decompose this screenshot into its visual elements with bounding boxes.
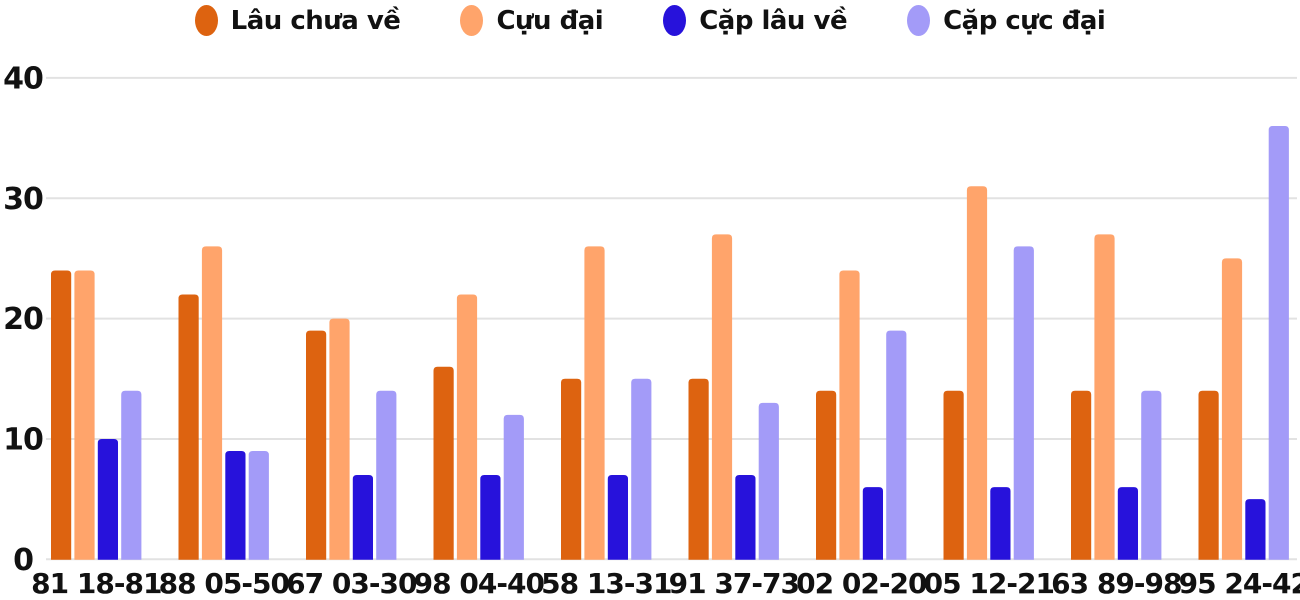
bar-95 24-42-Lâu chưa về: [1198, 390, 1219, 560]
legend-item-cap-cuc-dai[interactable]: Cặp cực đại: [907, 5, 1106, 36]
bar-98 04-40-Lâu chưa về: [433, 366, 454, 560]
bar-02 02-20-Cặp lâu về: [862, 487, 883, 560]
bar-91 37-73-Cặp lâu về: [735, 475, 756, 560]
bar-02 02-20-Lâu chưa về: [816, 390, 837, 560]
bar-98 04-40-Cặp cực đại: [503, 414, 524, 560]
bar-98 04-40-Cặp lâu về: [480, 475, 501, 560]
bar-95 24-42-Cặp cực đại: [1268, 126, 1289, 560]
chart-legend: Lâu chưa về Cựu đại Cặp lâu về Cặp cực đ…: [0, 5, 1300, 36]
bar-63 89-98-Cựu đại: [1094, 234, 1115, 560]
bar-58 13-31-Cặp lâu về: [607, 475, 628, 560]
legend-item-cuu-dai[interactable]: Cựu đại: [460, 5, 604, 36]
x-axis-label-02 02-20: 02 02-20: [796, 567, 927, 600]
bar-02 02-20-Cựu đại: [839, 270, 860, 560]
bar-81 18-81-Cặp cực đại: [121, 390, 142, 560]
x-axis-label-63 89-98: 63 89-98: [1051, 567, 1181, 600]
bar-67 03-30-Cặp lâu về: [352, 475, 373, 560]
bar-95 24-42-Cựu đại: [1221, 258, 1243, 560]
legend-marker-icon: [663, 5, 687, 36]
bar-91 37-73-Cựu đại: [711, 234, 733, 560]
legend-marker-icon: [907, 5, 931, 36]
bar-88 05-50-Lâu chưa về: [178, 294, 199, 560]
bar-58 13-31-Cựu đại: [584, 246, 605, 560]
legend-marker-icon: [460, 5, 484, 36]
bar-05 12-21-Cặp lâu về: [990, 487, 1011, 560]
bar-88 05-50-Cặp lâu về: [225, 450, 246, 560]
bar-91 37-73-Cặp cực đại: [758, 402, 779, 560]
legend-label: Cựu đại: [496, 5, 604, 36]
legend-label: Cặp cực đại: [943, 5, 1106, 36]
legend-item-lau-chua-ve[interactable]: Lâu chưa về: [194, 5, 401, 36]
bar-63 89-98-Cặp lâu về: [1117, 487, 1138, 560]
legend-label: Cặp lâu về: [699, 5, 848, 36]
x-axis-label-88 05-50: 88 05-50: [159, 567, 290, 600]
x-axis-label-91 37-73: 91 37-73: [669, 567, 799, 600]
bar-05 12-21-Cặp cực đại: [1013, 246, 1034, 560]
x-axis-label-58 13-31: 58 13-31: [541, 567, 671, 600]
bar-63 89-98-Lâu chưa về: [1071, 390, 1092, 560]
x-axis-label-05 12-21: 05 12-21: [924, 567, 1054, 600]
bar-91 37-73-Lâu chưa về: [688, 378, 709, 560]
bar-81 18-81-Cựu đại: [74, 270, 95, 560]
bar-58 13-31-Lâu chưa về: [561, 378, 582, 560]
y-axis-tick-40: 40: [3, 61, 43, 96]
bar-67 03-30-Cựu đại: [329, 318, 350, 560]
legend-label: Lâu chưa về: [230, 5, 401, 36]
bar-05 12-21-Cựu đại: [966, 186, 988, 560]
bar-67 03-30-Lâu chưa về: [306, 330, 327, 560]
bar-98 04-40-Cựu đại: [456, 294, 478, 560]
x-axis-label-95 24-42: 95 24-42: [1179, 567, 1300, 600]
bar-88 05-50-Cặp cực đại: [248, 450, 269, 560]
bar-81 18-81-Cặp lâu về: [97, 438, 118, 560]
bar-81 18-81-Lâu chưa về: [51, 270, 72, 560]
legend-marker-icon: [194, 5, 218, 36]
bar-02 02-20-Cặp cực đại: [886, 330, 907, 560]
bar-05 12-21-Lâu chưa về: [943, 390, 964, 560]
bar-58 13-31-Cặp cực đại: [631, 378, 652, 560]
bar-67 03-30-Cặp cực đại: [376, 390, 397, 560]
y-axis-tick-20: 20: [3, 302, 43, 337]
bar-63 89-98-Cặp cực đại: [1141, 390, 1162, 560]
y-axis-tick-30: 30: [3, 182, 43, 217]
bar-95 24-42-Cặp lâu về: [1245, 499, 1266, 560]
y-axis-tick-0: 0: [13, 543, 33, 578]
x-axis-label-67 03-30: 67 03-30: [286, 567, 417, 600]
x-axis-label-81 18-81: 81 18-81: [31, 567, 161, 600]
x-axis-label-98 04-40: 98 04-40: [414, 567, 545, 600]
legend-item-cap-lau-ve[interactable]: Cặp lâu về: [663, 5, 848, 36]
bar-88 05-50-Cựu đại: [201, 246, 223, 560]
y-axis-tick-10: 10: [3, 422, 43, 457]
